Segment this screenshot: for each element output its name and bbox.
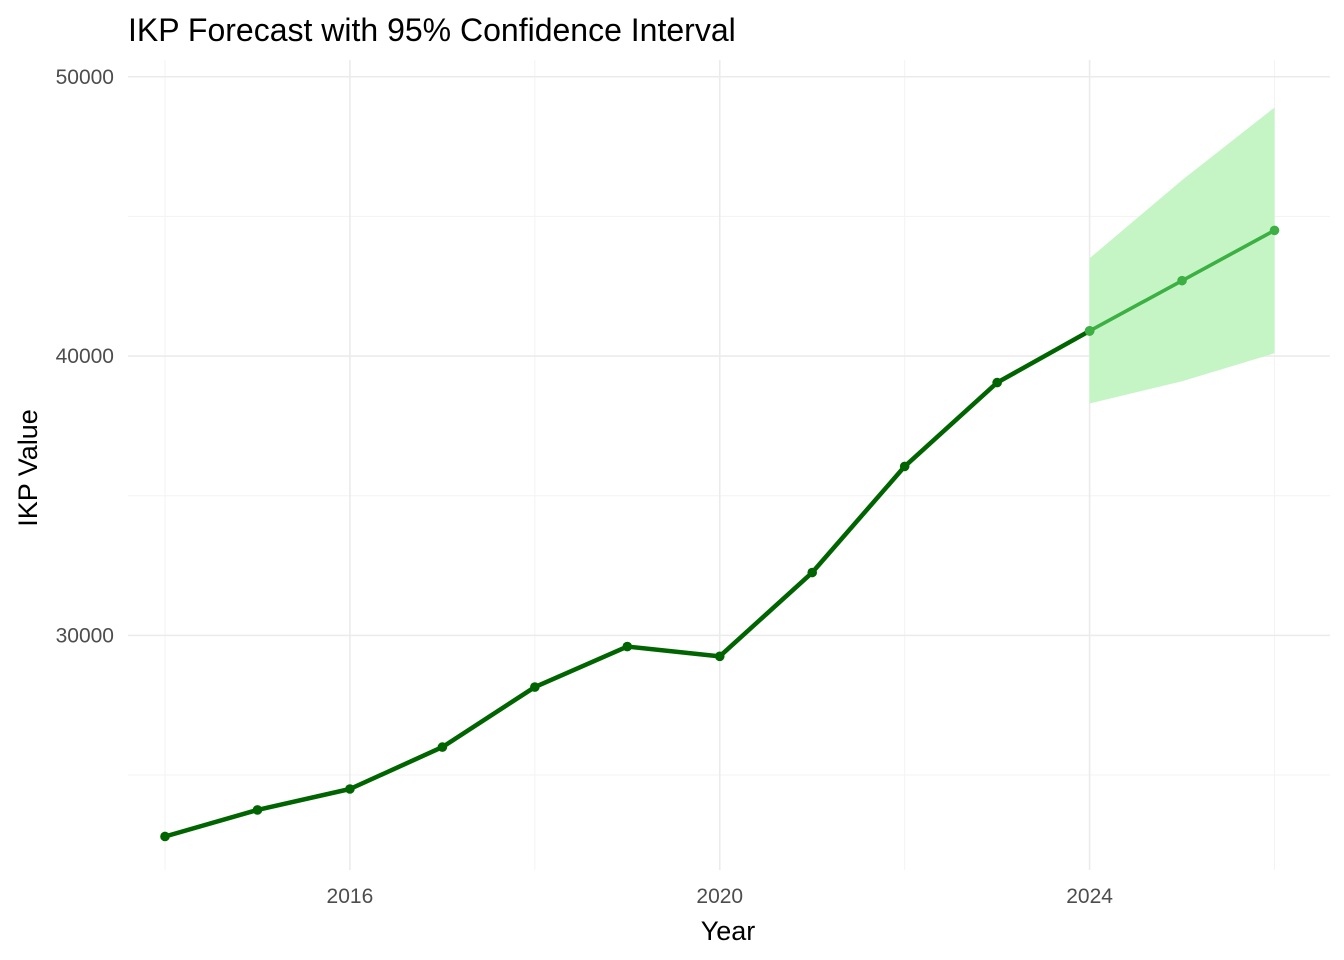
chart-title: IKP Forecast with 95% Confidence Interva… <box>128 12 736 48</box>
x-axis-ticks: 2016 2020 2024 <box>327 885 1114 908</box>
historical-point <box>345 784 355 794</box>
forecast-point <box>1269 225 1280 236</box>
historical-point <box>899 461 910 472</box>
x-tick-label: 2016 <box>327 885 374 908</box>
y-axis-title: IKP Value <box>13 409 43 527</box>
y-tick-label: 40000 <box>56 345 114 368</box>
historical-point <box>437 742 448 752</box>
series-points-layer <box>160 225 1280 842</box>
historical-point <box>160 831 170 842</box>
x-tick-label: 2024 <box>1066 885 1113 908</box>
historical-point <box>530 682 540 692</box>
x-axis-title: Year <box>701 916 756 946</box>
minor-gridlines <box>128 60 1330 870</box>
x-tick-label: 2020 <box>696 885 743 908</box>
major-gridlines <box>128 60 1330 870</box>
confidence-band <box>1089 107 1275 404</box>
forecast-point <box>1177 275 1187 286</box>
historical-point <box>992 377 1002 388</box>
y-axis-ticks: 30000 40000 50000 <box>56 66 114 648</box>
historical-point <box>252 805 263 815</box>
historical-line <box>162 328 1092 839</box>
confidence-band-layer <box>1089 107 1275 404</box>
y-tick-label: 50000 <box>56 66 114 89</box>
y-tick-label: 30000 <box>56 624 114 647</box>
historical-point <box>622 641 633 652</box>
historical-point <box>807 567 818 578</box>
historical-point <box>714 651 725 662</box>
forecast-point <box>1084 326 1095 336</box>
